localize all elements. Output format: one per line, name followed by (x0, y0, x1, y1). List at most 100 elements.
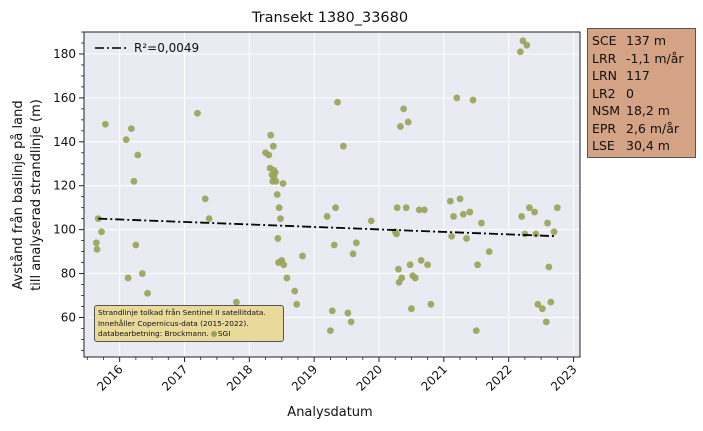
x-tick-label: 2019 (289, 362, 320, 393)
data-point (332, 204, 339, 212)
legend-label: R²=0,0049 (134, 41, 199, 55)
data-point (347, 318, 355, 326)
data-point (352, 239, 360, 247)
plot-frame (83, 31, 581, 358)
data-point (127, 125, 135, 133)
data-point (459, 210, 467, 218)
stat-value: 2,6 m/år (626, 120, 680, 136)
data-point (478, 219, 485, 227)
sgi-logo-text: SGI (217, 329, 231, 338)
data-point (398, 274, 406, 282)
data-point (397, 123, 404, 130)
note-line-3-text: databearbetning: Brockmann. (98, 329, 209, 338)
data-point (519, 37, 527, 45)
data-point (485, 248, 493, 255)
stat-lrr: LRR -1,1 m/år (592, 50, 691, 68)
trend-line (98, 217, 557, 238)
data-point (526, 204, 533, 212)
x-tick-label: 2022 (483, 362, 514, 393)
data-point (98, 228, 105, 236)
stat-lse: LSE 30,4 m (592, 137, 691, 155)
x-tick-label: 2020 (354, 362, 385, 393)
data-point (194, 109, 201, 117)
data-point (521, 230, 529, 238)
data-point (272, 177, 280, 185)
data-point (463, 235, 470, 242)
data-point (469, 96, 477, 104)
data-point (291, 287, 299, 295)
data-point (466, 208, 474, 216)
x-tick-label: 2023 (548, 362, 579, 393)
data-point (293, 300, 301, 308)
data-point (404, 118, 412, 126)
data-point (326, 327, 334, 335)
plot-background (84, 32, 580, 357)
data-point (124, 274, 132, 282)
data-point (265, 151, 273, 159)
y-tick-label: 80 (61, 267, 76, 281)
data-point (339, 142, 347, 150)
data-point (406, 261, 414, 269)
data-point (446, 197, 454, 205)
data-source-note: Strandlinje tolkad från Sentinel II sate… (94, 305, 284, 342)
data-point (101, 120, 109, 128)
data-point (280, 261, 288, 269)
data-point (269, 142, 277, 150)
note-line-2: Innehåller Copernicus-data (2015-2022). (98, 318, 249, 328)
data-point (279, 180, 287, 187)
data-point (93, 245, 101, 253)
legend: R²=0,0049 (95, 41, 199, 55)
y-tick-label: 160 (53, 91, 76, 105)
stat-sce: SCE 137 m (592, 32, 691, 50)
data-point (271, 169, 279, 176)
data-point (299, 252, 306, 260)
data-point (92, 239, 100, 247)
data-point (393, 230, 400, 238)
y-tick-label: 180 (53, 47, 76, 61)
stat-value: 18,2 m (626, 103, 670, 118)
data-point (523, 41, 531, 49)
y-tick-label: 120 (53, 179, 76, 193)
data-point (138, 270, 146, 277)
sgi-logo-icon (210, 331, 217, 337)
data-point (545, 263, 553, 271)
data-point (132, 241, 140, 249)
data-point (328, 307, 336, 315)
stat-value: 137 m (626, 33, 667, 48)
stat-value: -1,1 m/år (626, 50, 684, 66)
data-point (448, 232, 456, 240)
data-point (427, 300, 435, 308)
data-point (411, 274, 419, 282)
data-point (450, 213, 457, 220)
stat-lrn: LRN 117 (592, 67, 691, 85)
y-axis-label-line-1: Avstånd från baslinje på land (11, 100, 26, 289)
stat-key: LR2 (592, 85, 616, 101)
data-point (395, 265, 402, 273)
stat-lr2: LR2 0 (592, 85, 691, 103)
note-line-3: databearbetning: Brockmann. SGI (98, 329, 280, 340)
data-point (122, 136, 130, 144)
x-tick-label: 2018 (224, 362, 255, 393)
data-point (400, 105, 408, 113)
x-axis: 2016 2017 2018 2019 2020 2021 2022 2023 (86, 357, 580, 394)
chart-title: Transekt 1380_33680 (251, 10, 408, 26)
x-axis-label: Analysdatum (287, 405, 372, 420)
trend-line-group (98, 217, 557, 238)
data-point (323, 213, 331, 220)
statistics-box: SCE 137 m LRR -1,1 m/år LRN 117 LR2 0 NSM 18,… (587, 28, 696, 158)
data-point (201, 195, 209, 203)
data-point (367, 217, 375, 225)
data-point (334, 98, 341, 106)
stat-key: LRN (592, 68, 617, 83)
y-axis-label-line-2: till analyserad strandlinje (m) (29, 99, 44, 291)
data-point (274, 235, 282, 242)
data-point (349, 250, 357, 258)
data-point (415, 206, 423, 214)
data-point (344, 309, 352, 317)
data-point (283, 274, 291, 282)
stat-key: LSE (592, 138, 615, 153)
data-point (330, 241, 338, 249)
data-point (275, 204, 283, 212)
data-point (518, 213, 526, 220)
